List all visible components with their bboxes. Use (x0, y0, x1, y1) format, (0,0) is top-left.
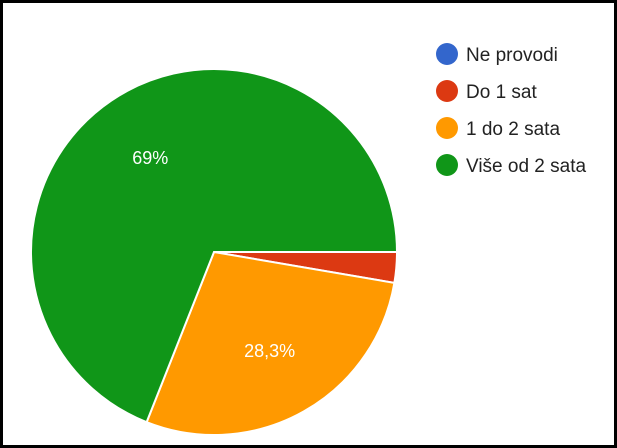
legend-marker-do-1-sat (436, 80, 458, 102)
legend: Ne provodi Do 1 sat 1 do 2 sata Više od 2 s… (436, 43, 587, 177)
legend-label-1-do-2-sata: 1 do 2 sata (466, 119, 560, 140)
slice-labels: 28,3% 69% (132, 148, 295, 361)
legend-marker-vise-od-2-sata (436, 154, 458, 176)
legend-label-do-1-sat: Do 1 sat (466, 82, 537, 103)
slice-label-1-do-2-sata: 28,3% (244, 341, 295, 361)
legend-marker-ne-provodi (436, 43, 458, 65)
legend-marker-1-do-2-sata (436, 117, 458, 139)
slice-label-vise-od-2-sata: 69% (132, 148, 168, 168)
pie-slice-vise-od-2-sata (30, 68, 399, 424)
pie-slices (30, 68, 399, 436)
pie-slice-1-do-2-sata (145, 250, 396, 436)
legend-label-ne-provodi: Ne provodi (466, 45, 558, 66)
legend-label-vise-od-2-sata: Više od 2 sata (466, 156, 587, 177)
